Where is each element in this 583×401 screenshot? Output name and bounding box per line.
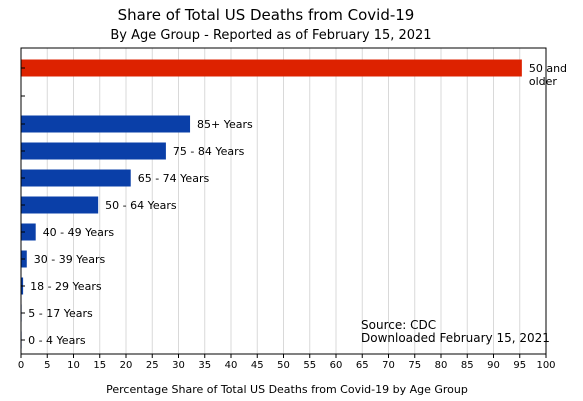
bar xyxy=(21,169,131,187)
x-tick-label: 60 xyxy=(330,360,343,371)
x-tick-label: 30 xyxy=(172,360,185,371)
x-tick-label: 10 xyxy=(67,360,80,371)
bar-label: 5 - 17 Years xyxy=(28,307,93,320)
bar-label: 65 - 74 Years xyxy=(138,172,210,185)
bar-label: 85+ Years xyxy=(197,118,253,131)
x-tick-label: 50 xyxy=(277,360,290,371)
gridlines xyxy=(46,48,521,354)
download-date: Downloaded February 15, 2021 xyxy=(361,331,550,345)
x-tick-label: 90 xyxy=(487,360,500,371)
x-tick-label: 45 xyxy=(251,360,264,371)
x-tick-label: 75 xyxy=(408,360,421,371)
x-tick-label: 15 xyxy=(93,360,106,371)
bar-label: 40 - 49 Years xyxy=(43,226,115,239)
bar xyxy=(21,196,99,214)
x-tick-label: 35 xyxy=(198,360,211,371)
x-tick-label: 70 xyxy=(382,360,395,371)
bar-label: 75 - 84 Years xyxy=(173,145,245,158)
x-tick-label: 95 xyxy=(513,360,526,371)
x-tick-label: 65 xyxy=(356,360,369,371)
source-label: Source: CDC xyxy=(361,318,436,332)
bar-label: 0 - 4 Years xyxy=(28,334,86,347)
bar-label: 30 - 39 Years xyxy=(34,253,106,266)
x-tick-label: 20 xyxy=(120,360,133,371)
x-tick-label: 55 xyxy=(303,360,316,371)
bar xyxy=(21,223,36,241)
x-tick-label: 85 xyxy=(461,360,474,371)
bar-label: 50 - 64 Years xyxy=(105,199,177,212)
x-tick-label: 25 xyxy=(146,360,159,371)
x-tick-label: 0 xyxy=(18,360,24,371)
chart-subtitle: By Age Group - Reported as of February 1… xyxy=(110,28,431,43)
bar-label: 18 - 29 Years xyxy=(30,280,102,293)
x-tick-label: 40 xyxy=(225,360,238,371)
bar-label: 50 and older xyxy=(529,62,567,88)
x-axis: 0 5 10 15 20 25 30 35 40 45 50 55 60 65 70 75 80 85 90 95 10… xyxy=(18,67,556,371)
bar xyxy=(21,115,191,133)
bar xyxy=(21,142,166,160)
bars xyxy=(21,59,522,349)
x-tick-label: 100 xyxy=(536,360,555,371)
chart-title: Share of Total US Deaths from Covid-19 xyxy=(118,6,415,24)
x-tick-label: 80 xyxy=(435,360,448,371)
x-tick-label: 5 xyxy=(44,360,50,371)
x-axis-title: Percentage Share of Total US Deaths from… xyxy=(106,383,468,396)
bar-labels: 50 and older 85+ Years 75 - 84 Years 65 - 74… xyxy=(28,62,567,347)
bar xyxy=(21,59,522,77)
